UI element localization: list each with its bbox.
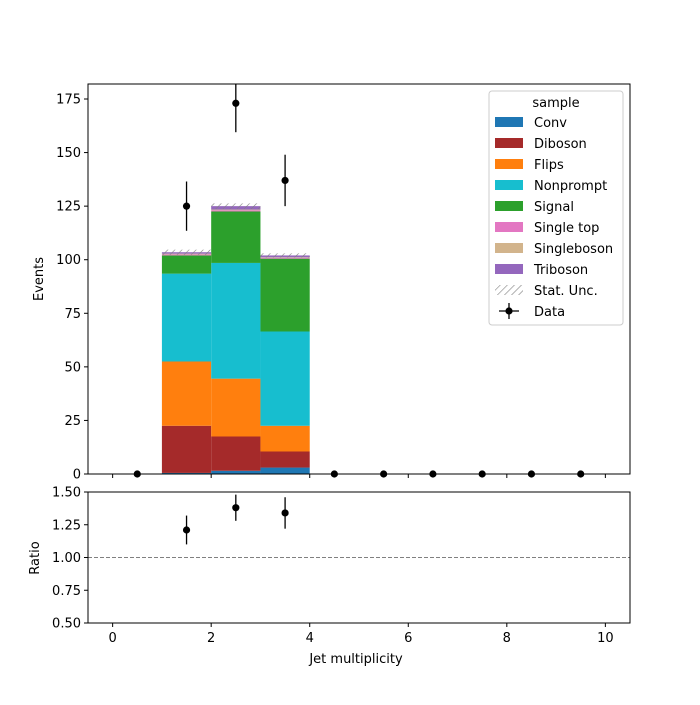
legend-label: Flips: [534, 158, 564, 173]
bar-diboson-bin-2: [211, 437, 260, 471]
legend-swatch: [495, 243, 523, 253]
bar-flips-bin-1: [162, 362, 211, 426]
bar-nonprompt-bin-2: [211, 263, 260, 379]
main-y-tick-label: 25: [64, 414, 81, 429]
legend-marker: [505, 307, 512, 314]
data-point: [281, 177, 288, 184]
bar-signal-bin-2: [211, 212, 260, 263]
ratio-plot-panel: 0 2 4 6 8 10 0.50 0.75 1.00 1.25 1.50 Ratio Jet m…: [28, 486, 630, 668]
legend-label: Singleboson: [534, 242, 613, 257]
main-y-tick-label: 75: [64, 307, 81, 322]
bar-single-top-bin-2: [211, 210, 260, 211]
legend-label: Diboson: [534, 137, 587, 152]
main-y-tick-label: 0: [73, 468, 81, 483]
legend-label: Stat. Unc.: [534, 284, 598, 299]
bar-diboson-bin-3: [260, 452, 309, 468]
legend-swatch: [495, 159, 523, 169]
ratio-y-tick-label: 1.25: [52, 518, 81, 533]
legend-label: Single top: [534, 221, 599, 236]
ratio-y-tick-label: 0.50: [52, 617, 81, 632]
data-point: [232, 100, 239, 107]
bar-flips-bin-3: [260, 426, 309, 452]
bar-nonprompt-bin-3: [260, 332, 309, 426]
legend: sample Conv Diboson Flips Nonprompt Signal Si…: [489, 91, 623, 325]
legend-swatch: [495, 201, 523, 211]
bar-single-top-bin-3: [260, 258, 309, 259]
main-y-tick-label: 50: [64, 360, 81, 375]
legend-label: Signal: [534, 200, 574, 215]
bar-diboson-bin-1: [162, 426, 211, 473]
legend-label: Data: [534, 305, 565, 320]
legend-swatch: [495, 222, 523, 232]
legend-title: sample: [532, 96, 579, 111]
legend-label: Triboson: [533, 263, 588, 278]
bar-conv-bin-3: [260, 468, 309, 474]
data-point: [183, 203, 190, 210]
ratio-x-tick-label: 2: [207, 631, 215, 646]
stat-unc-band-bin-1: [162, 250, 211, 255]
ratio-x-tick-label: 10: [597, 631, 614, 646]
bar-signal-bin-1: [162, 255, 211, 273]
stat-unc-band-bin-2: [211, 203, 260, 209]
ratio-y-tick-label: 1.50: [52, 486, 81, 501]
ratio-y-tick-label: 1.00: [52, 551, 81, 566]
ratio-y-axis-label: Ratio: [28, 541, 43, 574]
legend-swatch: [495, 117, 523, 127]
ratio-x-tick-label: 8: [503, 631, 511, 646]
stat-unc-band-bin-3: [260, 253, 309, 257]
ratio-point: [183, 526, 190, 533]
ratio-x-tick-label: 4: [306, 631, 314, 646]
ratio-y-tick-label: 0.75: [52, 584, 81, 599]
legend-label: Conv: [534, 116, 567, 131]
main-y-axis-label: Events: [32, 257, 47, 301]
main-y-tick-label: 175: [56, 93, 81, 108]
legend-swatch: [495, 180, 523, 190]
ratio-point: [281, 509, 288, 516]
main-y-tick-label: 125: [56, 200, 81, 215]
ratio-x-tick-label: 6: [404, 631, 412, 646]
legend-label: Nonprompt: [534, 179, 607, 194]
main-y-tick-label: 100: [56, 253, 81, 268]
bar-flips-bin-2: [211, 379, 260, 437]
legend-swatch-hatch: [495, 285, 523, 295]
ratio-point: [232, 504, 239, 511]
bar-signal-bin-3: [260, 259, 309, 332]
bar-singleboson-bin-2: [211, 210, 260, 211]
ratio-x-ticks: 0 2 4 6 8 10: [108, 623, 613, 646]
ratio-y-ticks: 0.50 0.75 1.00 1.25 1.50: [52, 486, 88, 632]
ratio-x-tick-label: 0: [108, 631, 116, 646]
main-y-ticks: 0 25 50 75 100 125 150 175: [56, 93, 88, 483]
legend-swatch: [495, 138, 523, 148]
legend-swatch: [495, 264, 523, 274]
x-axis-label: Jet multiplicity: [308, 652, 403, 667]
bar-nonprompt-bin-1: [162, 274, 211, 362]
main-y-tick-label: 150: [56, 146, 81, 161]
